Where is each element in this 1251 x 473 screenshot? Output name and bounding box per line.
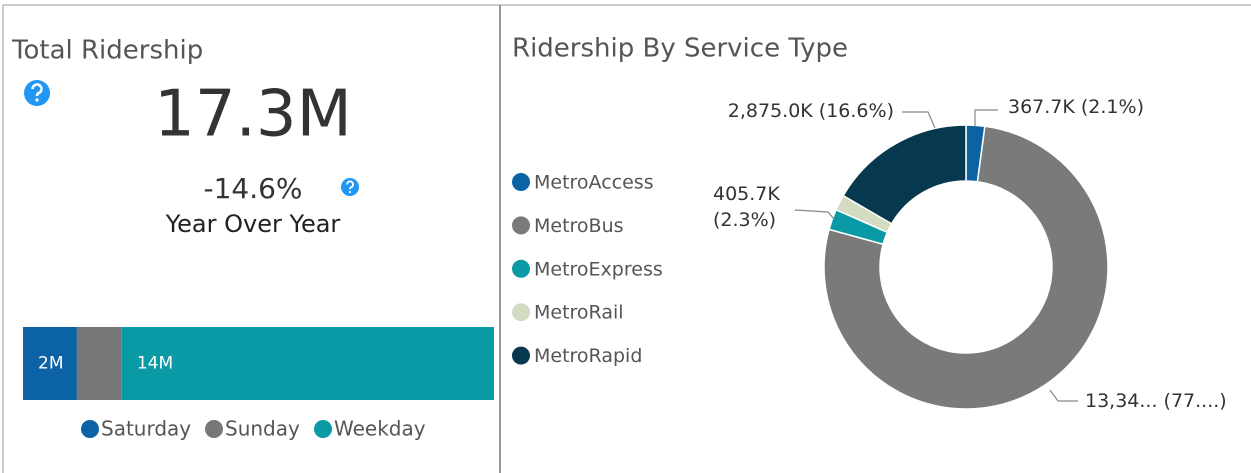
data-label: 405.7K (2.3%) (713, 183, 780, 231)
kpi-change: -14.6% (203, 172, 302, 205)
bar-segment (121, 327, 495, 400)
bar-segment (23, 327, 77, 400)
legend-label: MetroBus (534, 215, 624, 237)
kpi-change-label: Year Over Year (165, 210, 341, 238)
legend-label: MetroAccess (534, 172, 654, 194)
legend-marker (314, 420, 332, 438)
leader-line (974, 109, 998, 126)
kpi-value: 17.3M (154, 78, 352, 152)
legend-marker (512, 173, 530, 191)
help-icon[interactable] (24, 80, 50, 106)
legend-label: MetroRail (534, 302, 624, 324)
legend-marker (512, 303, 530, 322)
donut-slice (823, 125, 1109, 410)
data-label: 367.7K (2.1%) (1008, 96, 1144, 118)
data-label: 14M (137, 354, 173, 374)
kpi-title: Total Ridership (11, 36, 203, 66)
data-label: 13,34... (77....) (1085, 390, 1227, 412)
legend-marker (512, 216, 530, 235)
legend-marker (205, 420, 223, 438)
bar-segment (76, 327, 122, 400)
help-icon[interactable] (341, 178, 359, 196)
leader-line (1049, 389, 1078, 402)
donut-slice (842, 124, 967, 225)
leader-line (902, 111, 936, 129)
donut-title: Ridership By Service Type (512, 34, 848, 64)
legend-label: Saturday (101, 417, 191, 441)
leader-line (794, 209, 835, 220)
legend-label: MetroRapid (534, 345, 642, 367)
legend-marker (512, 259, 530, 278)
legend-label: Weekday (334, 417, 426, 441)
data-label: 2,875.0K (16.6%) (727, 100, 894, 122)
legend-label: Sunday (225, 417, 300, 441)
legend-marker (81, 420, 99, 438)
legend-marker (512, 346, 530, 365)
data-label: 2M (38, 354, 63, 374)
legend-label: MetroExpress (534, 258, 663, 280)
